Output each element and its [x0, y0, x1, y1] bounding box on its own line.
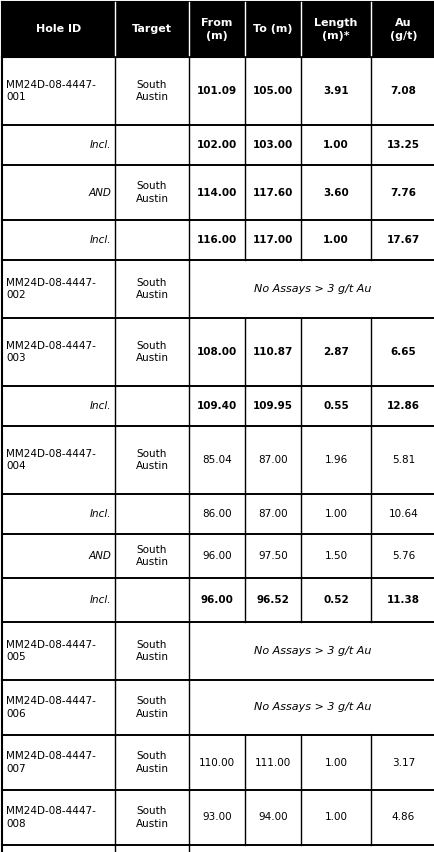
Text: 94.00: 94.00 [258, 813, 288, 822]
Text: Incl.: Incl. [89, 401, 111, 411]
Text: South
Austin: South Austin [135, 806, 168, 829]
Text: South
Austin: South Austin [135, 751, 168, 774]
Text: 7.76: 7.76 [391, 187, 417, 198]
Text: 96.52: 96.52 [256, 595, 289, 605]
Text: Hole ID: Hole ID [36, 25, 81, 34]
Text: 2.87: 2.87 [323, 347, 349, 357]
Text: 114.00: 114.00 [197, 187, 237, 198]
Text: 0.55: 0.55 [323, 401, 349, 411]
Text: 11.38: 11.38 [387, 595, 420, 605]
Text: 93.00: 93.00 [202, 813, 232, 822]
Text: 1.96: 1.96 [324, 455, 348, 465]
Text: MM24D-08-4447-
001: MM24D-08-4447- 001 [6, 80, 96, 102]
Text: 1.00: 1.00 [325, 757, 348, 768]
Text: 111.00: 111.00 [255, 757, 291, 768]
Text: Au
(g/t): Au (g/t) [390, 18, 417, 41]
Text: 102.00: 102.00 [197, 140, 237, 150]
Text: 3.17: 3.17 [392, 757, 415, 768]
Text: 3.91: 3.91 [323, 86, 349, 96]
Text: 109.40: 109.40 [197, 401, 237, 411]
Text: 1.00: 1.00 [323, 235, 349, 245]
Text: Incl.: Incl. [89, 509, 111, 519]
Text: 97.50: 97.50 [258, 551, 288, 561]
Text: No Assays > 3 g/t Au: No Assays > 3 g/t Au [254, 646, 371, 656]
Text: 1.00: 1.00 [325, 813, 348, 822]
Text: South
Austin: South Austin [135, 696, 168, 719]
Text: MM24D-08-4447-
008: MM24D-08-4447- 008 [6, 806, 96, 829]
Text: AND: AND [88, 551, 111, 561]
Text: MM24D-08-4447-
006: MM24D-08-4447- 006 [6, 696, 96, 719]
Text: 109.95: 109.95 [253, 401, 293, 411]
Text: 105.00: 105.00 [253, 86, 293, 96]
Text: South
Austin: South Austin [135, 640, 168, 662]
Text: 5.76: 5.76 [392, 551, 415, 561]
Text: 96.00: 96.00 [202, 551, 232, 561]
Text: 86.00: 86.00 [202, 509, 232, 519]
Text: No Assays > 3 g/t Au: No Assays > 3 g/t Au [254, 284, 371, 294]
Text: 0.52: 0.52 [323, 595, 349, 605]
Text: 1.00: 1.00 [323, 140, 349, 150]
Text: 17.67: 17.67 [387, 235, 420, 245]
Text: Incl.: Incl. [89, 140, 111, 150]
Text: South
Austin: South Austin [135, 80, 168, 102]
Text: MM24D-08-4447-
007: MM24D-08-4447- 007 [6, 751, 96, 774]
Text: 85.04: 85.04 [202, 455, 232, 465]
Text: 12.86: 12.86 [387, 401, 420, 411]
Text: 103.00: 103.00 [253, 140, 293, 150]
Text: MM24D-08-4447-
003: MM24D-08-4447- 003 [6, 341, 96, 363]
Text: Incl.: Incl. [89, 595, 111, 605]
Text: 13.25: 13.25 [387, 140, 420, 150]
Text: 1.00: 1.00 [325, 509, 348, 519]
Text: 87.00: 87.00 [258, 509, 288, 519]
Text: MM24D-08-4447-
004: MM24D-08-4447- 004 [6, 449, 96, 471]
Text: AND: AND [88, 187, 111, 198]
Text: 10.64: 10.64 [388, 509, 418, 519]
Text: Length
(m)*: Length (m)* [314, 18, 358, 41]
Text: 110.00: 110.00 [199, 757, 235, 768]
Text: 108.00: 108.00 [197, 347, 237, 357]
Text: 1.50: 1.50 [325, 551, 348, 561]
Text: 117.60: 117.60 [253, 187, 293, 198]
Text: 87.00: 87.00 [258, 455, 288, 465]
Text: South
Austin: South Austin [135, 544, 168, 567]
Text: 117.00: 117.00 [253, 235, 293, 245]
Text: South
Austin: South Austin [135, 278, 168, 300]
Text: MM24D-08-4447-
002: MM24D-08-4447- 002 [6, 278, 96, 300]
Text: 3.60: 3.60 [323, 187, 349, 198]
Text: 5.81: 5.81 [392, 455, 415, 465]
Text: To (m): To (m) [253, 25, 293, 34]
Text: From
(m): From (m) [201, 18, 233, 41]
Text: 101.09: 101.09 [197, 86, 237, 96]
Text: South
Austin: South Austin [135, 341, 168, 363]
Text: No Assays > 3 g/t Au: No Assays > 3 g/t Au [254, 703, 371, 712]
Text: South
Austin: South Austin [135, 449, 168, 471]
Text: Target: Target [132, 25, 172, 34]
Text: 6.65: 6.65 [391, 347, 416, 357]
Bar [2, 2, 434, 57]
Text: 96.00: 96.00 [201, 595, 233, 605]
Text: 116.00: 116.00 [197, 235, 237, 245]
Text: 7.08: 7.08 [391, 86, 417, 96]
Text: MM24D-08-4447-
005: MM24D-08-4447- 005 [6, 640, 96, 662]
Text: Incl.: Incl. [89, 235, 111, 245]
Text: 4.86: 4.86 [392, 813, 415, 822]
Text: 110.87: 110.87 [253, 347, 293, 357]
Text: South
Austin: South Austin [135, 181, 168, 204]
